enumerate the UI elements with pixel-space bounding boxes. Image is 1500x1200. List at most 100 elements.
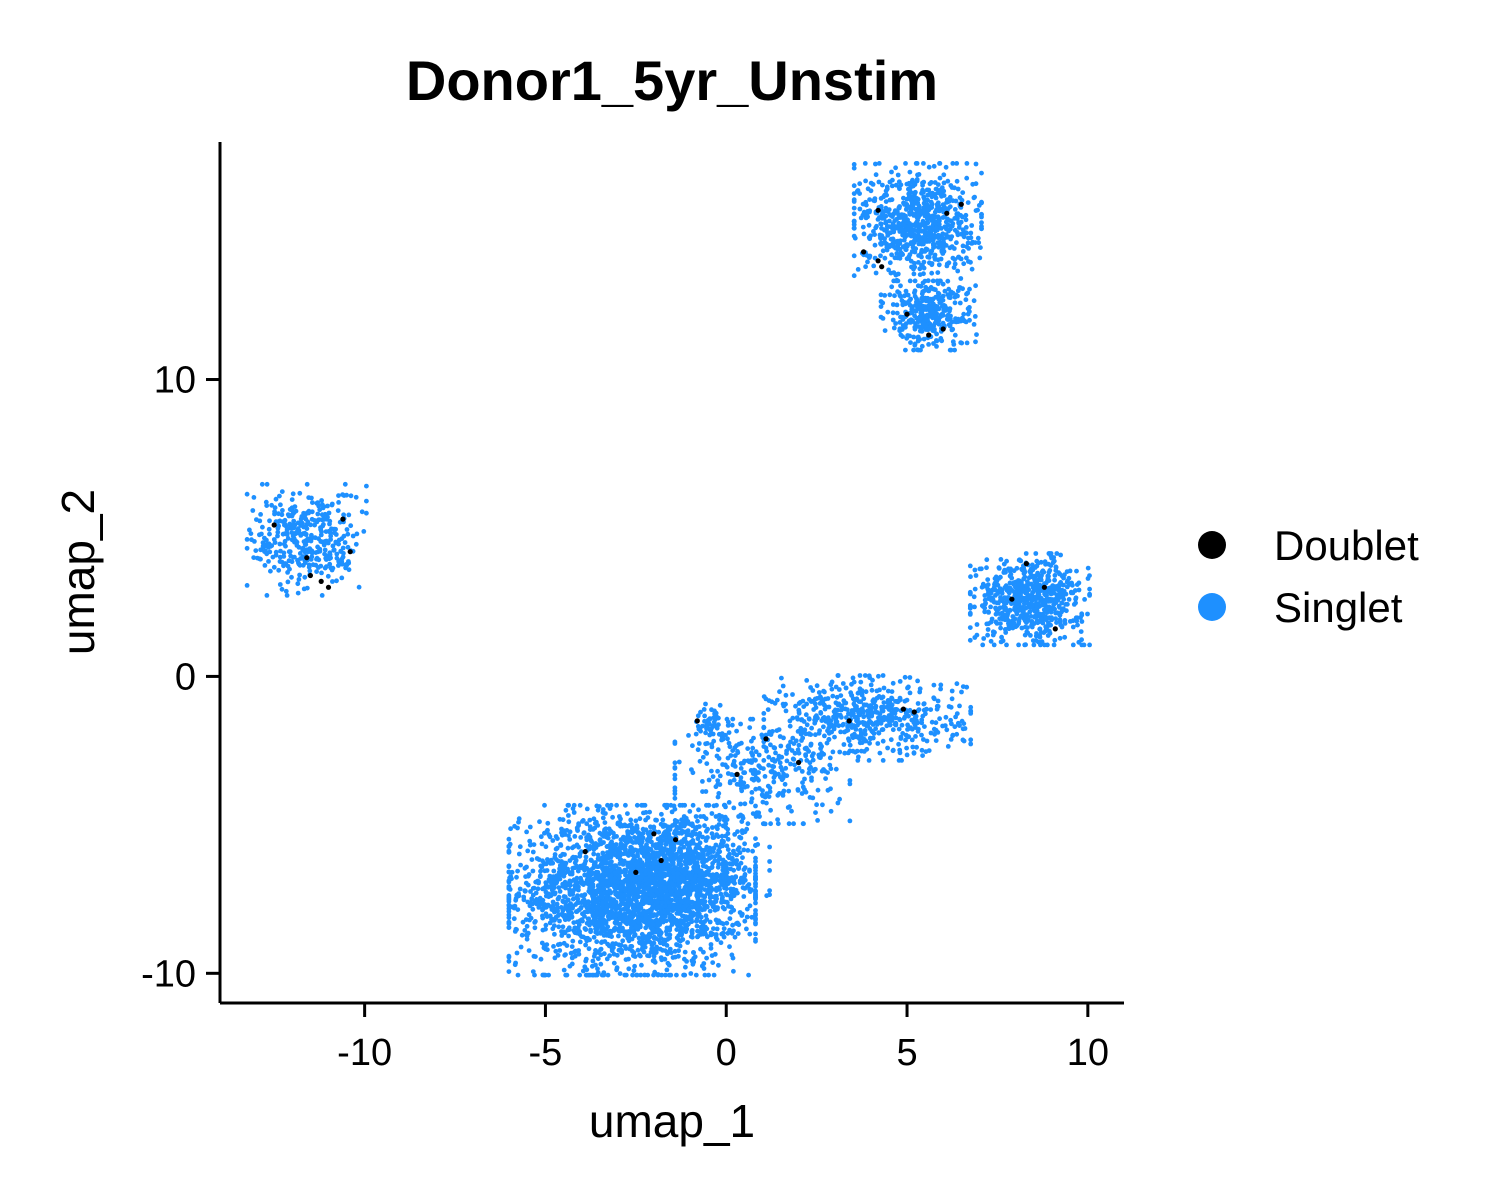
singlet-point [648, 824, 653, 830]
singlet-point [960, 737, 966, 743]
singlet-point [616, 942, 622, 948]
singlet-point [756, 752, 762, 758]
singlet-point [1048, 609, 1054, 615]
singlet-point [690, 910, 696, 916]
singlet-point [643, 876, 649, 881]
singlet-point [812, 701, 818, 707]
singlet-point [782, 781, 788, 787]
singlet-point [707, 732, 713, 738]
singlet-point [889, 696, 895, 702]
singlet-point [674, 922, 680, 927]
singlet-point [700, 789, 705, 794]
singlet-point [799, 717, 805, 722]
singlet-point [1054, 551, 1060, 556]
singlet-point [618, 822, 624, 828]
singlet-point [749, 796, 755, 802]
singlet-point [965, 200, 971, 206]
singlet-point [621, 834, 626, 840]
singlet-point [700, 859, 705, 865]
singlet-point [687, 853, 693, 859]
singlet-point [708, 855, 714, 860]
singlet-point [988, 590, 994, 596]
singlet-point [767, 785, 773, 791]
singlet-point [600, 877, 606, 882]
singlet-point [530, 868, 536, 874]
singlet-point [877, 687, 882, 693]
singlet-point [651, 859, 657, 864]
singlet-point [583, 854, 589, 860]
singlet-point [967, 637, 973, 643]
singlet-point [832, 734, 837, 740]
singlet-point [917, 686, 923, 692]
singlet-point [926, 748, 932, 753]
singlet-point [617, 874, 622, 879]
singlet-point [524, 932, 529, 938]
singlet-point [636, 910, 642, 916]
singlet-point [786, 821, 792, 827]
singlet-point [612, 913, 618, 919]
singlet-point [723, 821, 729, 827]
singlet-point [535, 878, 541, 884]
singlet-point [667, 927, 673, 933]
singlet-point [603, 919, 608, 925]
singlet-point [517, 886, 523, 892]
singlet-point [665, 857, 671, 862]
singlet-point [810, 795, 816, 801]
singlet-point [600, 815, 606, 821]
singlet-point [753, 920, 758, 926]
singlet-point [786, 788, 792, 794]
singlet-point [817, 728, 822, 733]
singlet-point [877, 750, 883, 756]
singlet-point [1039, 569, 1045, 575]
singlet-point [789, 808, 794, 814]
singlet-point [703, 701, 708, 707]
singlet-point [985, 577, 991, 582]
singlet-point [704, 723, 710, 728]
singlet-point [1001, 605, 1007, 610]
singlet-point [525, 848, 531, 854]
singlet-point [767, 844, 772, 850]
singlet-point [802, 776, 807, 782]
singlet-point [689, 929, 695, 934]
singlet-point [529, 857, 535, 862]
singlet-point [645, 815, 651, 820]
singlet-point [708, 930, 714, 936]
singlet-point [767, 859, 772, 864]
singlet-point [645, 972, 651, 978]
singlet-point [838, 729, 843, 735]
singlet-point [753, 859, 758, 864]
singlet-point [589, 903, 595, 909]
singlet-point [768, 821, 773, 827]
singlet-point [638, 972, 644, 978]
singlet-point [915, 701, 921, 706]
singlet-point [672, 821, 678, 827]
singlet-point [778, 743, 784, 749]
singlet-point [1058, 619, 1063, 625]
singlet-point [526, 948, 532, 953]
singlet-point [647, 915, 652, 921]
singlet-point [542, 885, 548, 891]
singlet-point [867, 197, 872, 203]
singlet-point [711, 894, 717, 900]
singlet-point [761, 694, 767, 699]
singlet-point [628, 829, 634, 834]
singlet-point [649, 906, 655, 912]
singlet-point [672, 806, 678, 812]
singlet-point [753, 855, 758, 861]
singlet-point [807, 766, 812, 772]
singlet-point [973, 573, 979, 578]
singlet-point [631, 904, 636, 909]
singlet-point [641, 853, 647, 859]
singlet-point [550, 926, 556, 932]
singlet-point [644, 842, 649, 848]
singlet-point [850, 675, 856, 681]
singlet-point [781, 771, 786, 777]
singlet-point [698, 946, 703, 952]
singlet-point [605, 972, 611, 978]
singlet-point [605, 802, 610, 808]
singlet-point [600, 900, 605, 906]
singlet-point [793, 738, 799, 744]
singlet-point [623, 802, 628, 808]
singlet-point [764, 748, 769, 754]
singlet-point [687, 860, 693, 866]
